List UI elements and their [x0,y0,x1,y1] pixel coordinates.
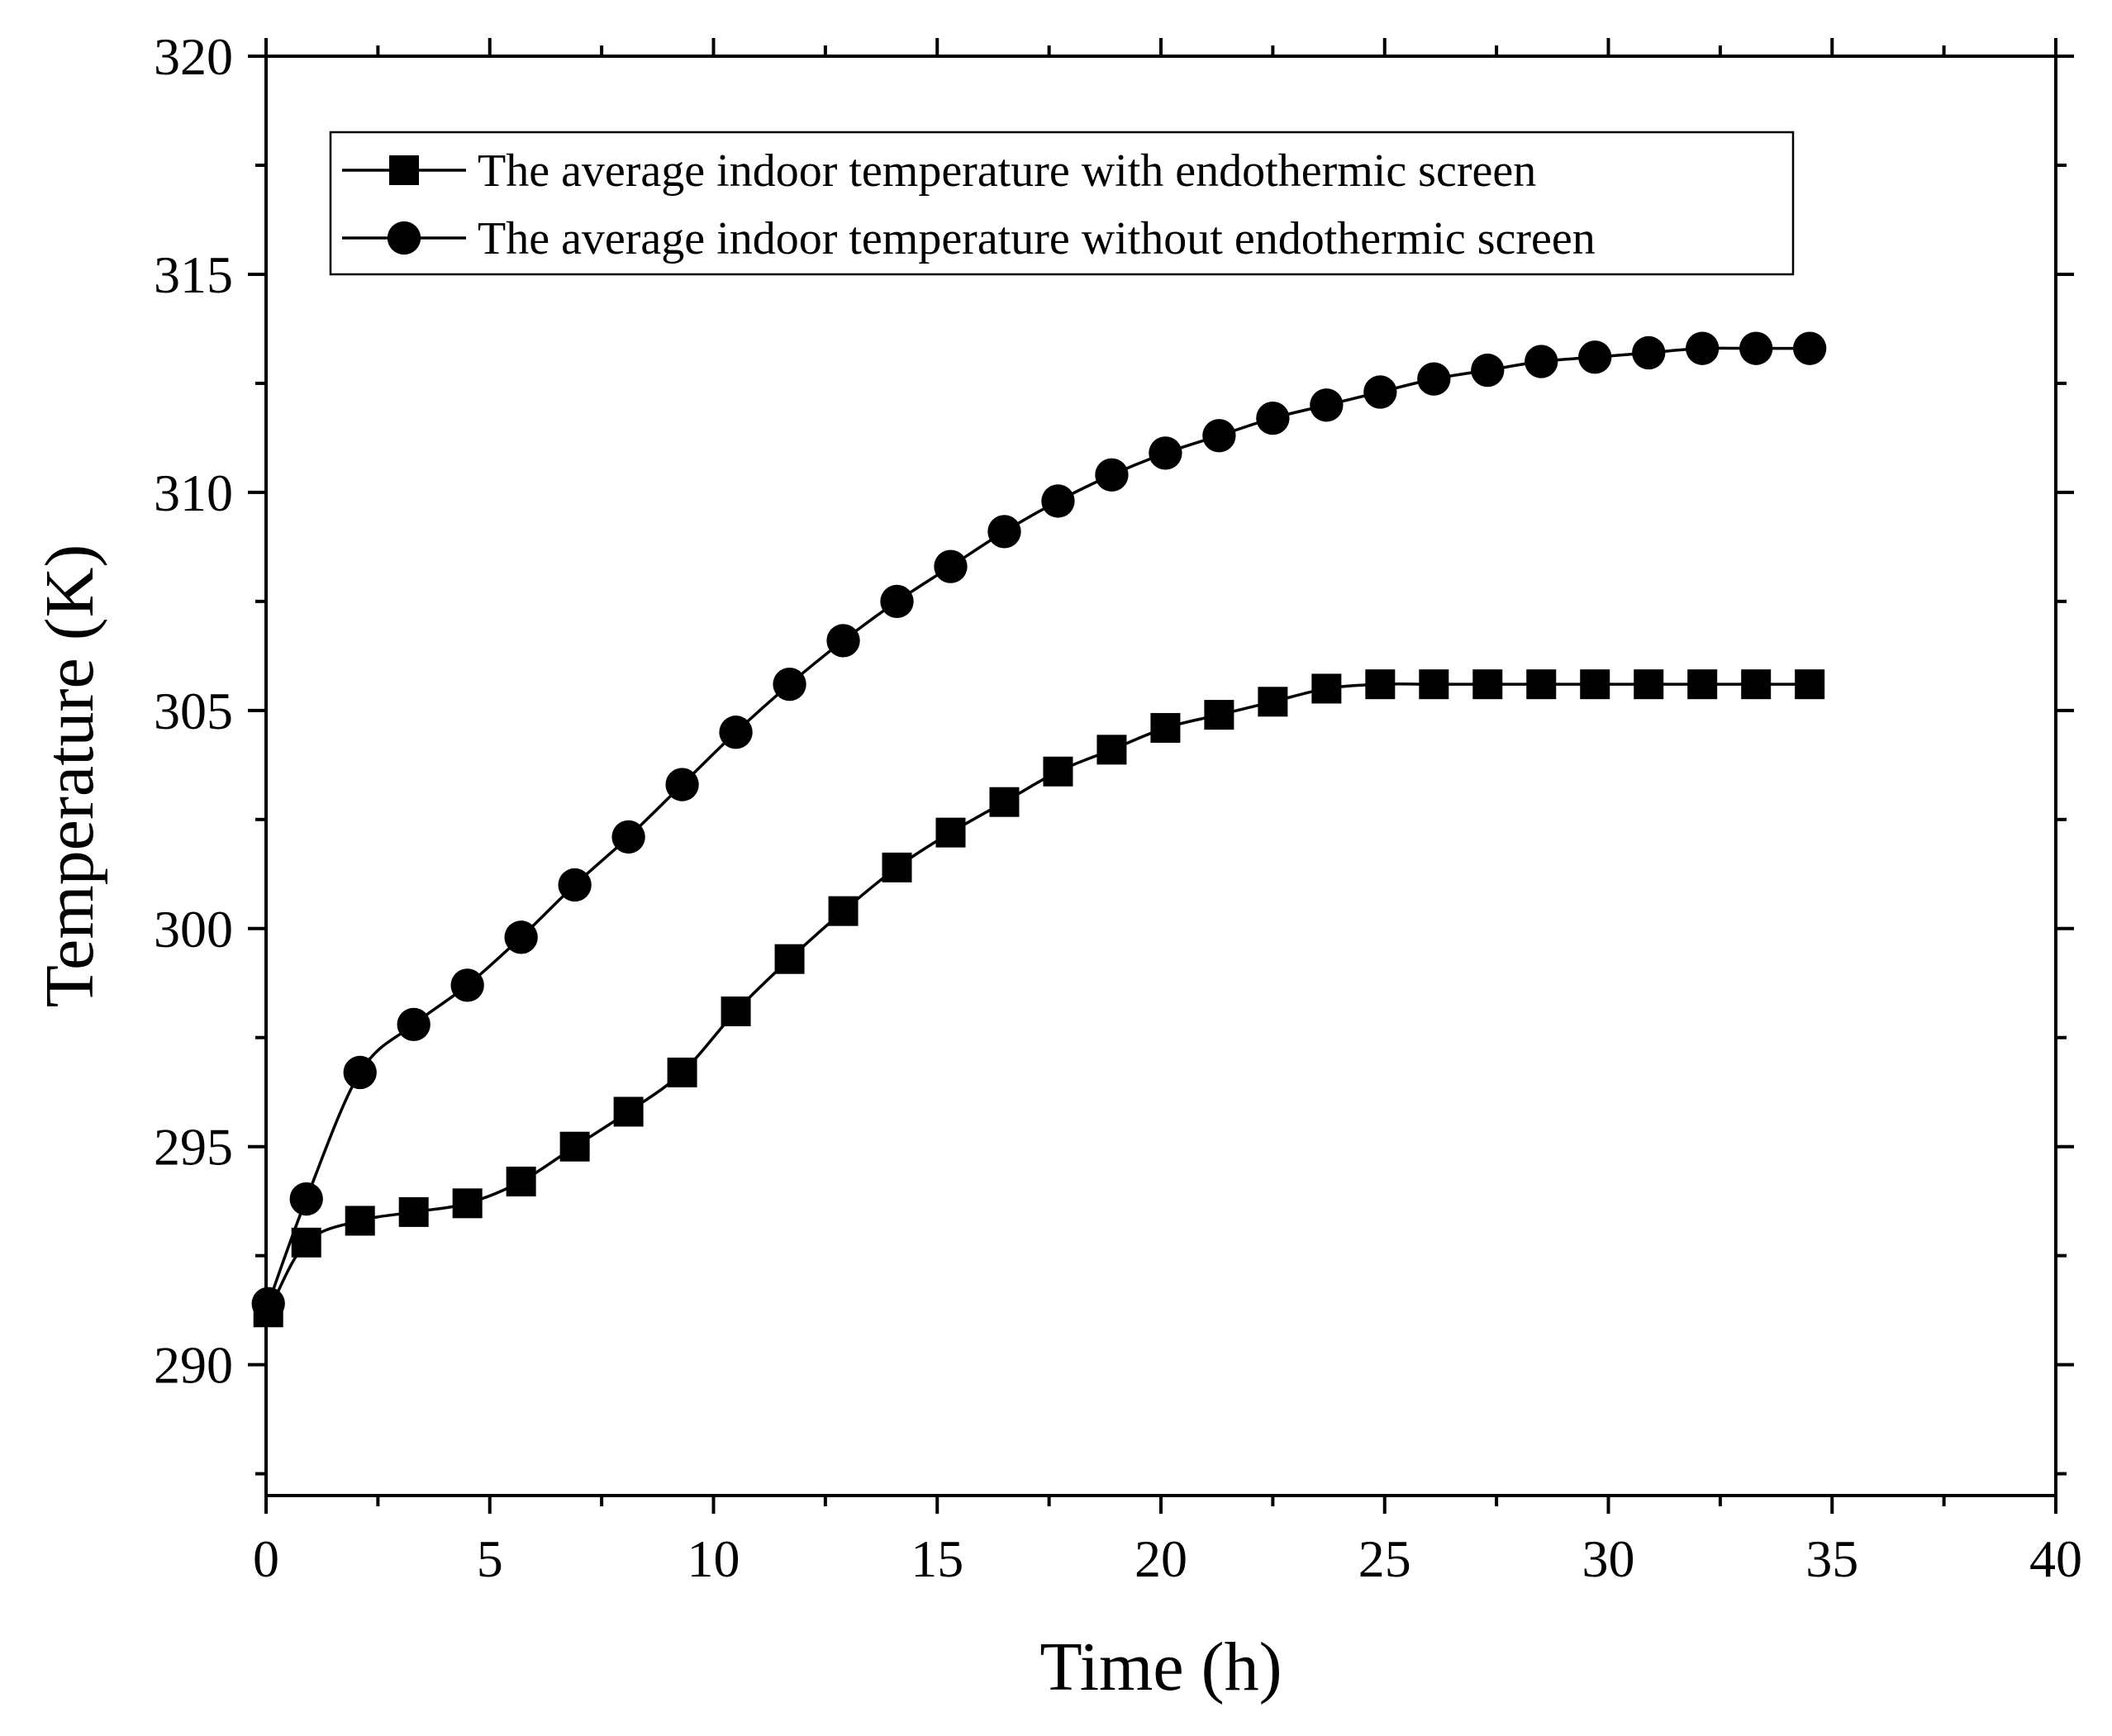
series-2-point [343,1055,377,1090]
y-tick-label: 315 [154,245,233,304]
series-2-point [1041,484,1075,518]
series-2-point [1417,362,1451,396]
series-1-point [1150,712,1181,743]
series-2-point [504,920,538,954]
series-1-point [613,1096,644,1127]
series-2-point [1793,331,1827,365]
series-2-point [1310,388,1344,422]
series-1-point [1526,669,1557,700]
series-1-point [1204,700,1234,730]
series-1-point [345,1206,375,1236]
x-tick-label: 10 [687,1529,740,1588]
series-2-point [450,968,484,1002]
series-2-point [1525,345,1558,378]
series-2 [251,331,1827,1320]
y-tick-label: 310 [154,464,233,522]
series-2-point [826,624,860,658]
series-1-line [267,683,1810,1314]
series-2-point [1202,419,1236,453]
legend: The average indoor temperature with endo… [329,131,1795,276]
series-1-point [1043,756,1073,787]
legend-marker-2 [387,221,421,255]
series-1-point [828,896,859,926]
x-tick-label: 25 [1358,1529,1411,1588]
y-tick-label: 295 [154,1118,233,1177]
x-tick-label: 15 [911,1529,963,1588]
series-1-point [559,1131,590,1162]
x-tick-label: 40 [2029,1529,2082,1588]
y-tick-label: 320 [154,27,233,86]
series-1-point [398,1196,429,1227]
series-1-point [721,996,751,1027]
series-2-point [1256,401,1290,435]
series-2-point [1739,331,1773,365]
series-1-point [1365,669,1396,700]
series-2-line [267,346,1810,1305]
x-tick-label: 20 [1134,1529,1187,1588]
x-tick-label: 5 [477,1529,503,1588]
x-tick-label: 35 [1805,1529,1858,1588]
series-2-point [289,1182,323,1216]
series-2-point [397,1007,430,1042]
series-1-point [1634,669,1664,700]
legend-label-2: The average indoor temperature without e… [478,213,1596,264]
series-2-point [987,515,1021,549]
series-2-point [719,716,753,749]
series-1-point [452,1188,483,1219]
series-2-point [880,584,914,619]
series-1-point [1687,669,1718,700]
x-tick-label: 30 [1582,1529,1635,1588]
series-1-point [506,1166,536,1196]
series-1-point [667,1057,697,1087]
series-2-point [1363,375,1397,409]
series-1-point [1258,687,1288,717]
series-2-point [1632,335,1666,370]
series-2-point [251,1287,285,1320]
series-layer [251,331,1827,1328]
x-tick-label: 0 [253,1529,279,1588]
legend-box [329,131,1795,276]
y-tick-label: 305 [154,682,233,740]
series-1-point [1580,669,1610,700]
series-2-point [1471,353,1505,388]
series-2-point [1095,458,1129,492]
series-1-point [1096,735,1127,765]
series-2-point [934,549,968,583]
series-1-point [1795,669,1825,700]
series-2-point [1149,436,1182,470]
series-1-point [1419,669,1449,700]
series-2-point [558,868,592,902]
series-2-point [611,820,645,854]
series-1-point [1311,673,1342,704]
y-tick-label: 300 [154,900,233,958]
series-2-point [1578,340,1612,374]
series-1-point [935,817,966,848]
axes: 0 5 10 15 20 25 30 35 40 290 295 300 305 310 315 320 [154,27,2082,1588]
y-tick-label: 290 [154,1336,233,1395]
series-1 [253,669,1825,1328]
series-1-point [774,944,805,974]
series-1-point [291,1227,321,1258]
x-axis-title: Time (h) [1039,1629,1282,1705]
y-axis-title: Temperature (K) [31,545,108,1008]
series-2-point [773,667,806,702]
series-2-point [1686,331,1720,365]
series-1-point [989,787,1020,817]
series-2-point [665,768,699,801]
legend-marker-1 [389,155,419,185]
series-1-point [882,852,912,882]
series-1-point [1741,669,1772,700]
series-1-point [1472,669,1503,700]
legend-label-1: The average indoor temperature with endo… [478,145,1536,197]
